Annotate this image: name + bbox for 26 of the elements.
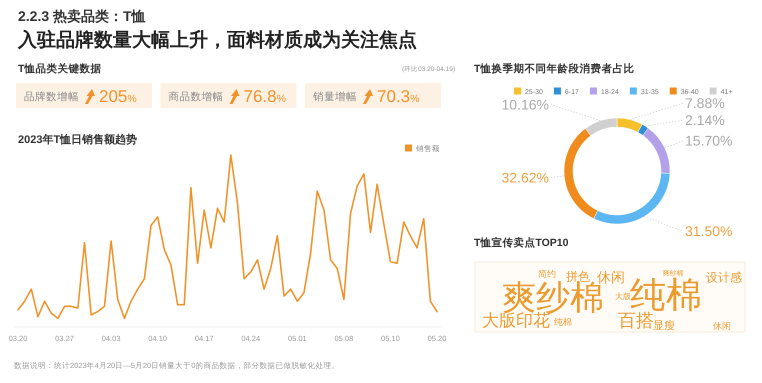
chart-title: T恤换季期不同年龄段消费者占比	[474, 62, 634, 75]
category-label: 商品数增幅	[168, 90, 224, 103]
category-label: 拼色	[566, 269, 590, 284]
data-label: 10.16%	[502, 96, 549, 113]
category-label: 销量增幅	[312, 91, 357, 103]
category-label: 百搭	[618, 310, 654, 330]
text: 70.3%	[377, 87, 420, 106]
text: 2.2.3 热卖品类：T恤	[18, 8, 146, 24]
category-label: 设计感	[706, 270, 742, 284]
category-label: 大版	[615, 292, 631, 301]
category-label: 显瘦	[653, 318, 675, 332]
data-label: 2.14%	[685, 112, 725, 128]
text: 入驻品牌数量大幅上升，面料材质成为关注焦点	[17, 29, 417, 51]
data-label: 32.62%	[502, 169, 549, 186]
text: T恤宣传卖点TOP10	[474, 236, 569, 249]
category-label: 休闲	[713, 321, 731, 332]
chart-title: 2023年T恤日销售额趋势	[18, 133, 138, 146]
text: 205%	[99, 87, 137, 106]
category-label: 纯棉	[554, 317, 572, 328]
category-label: 简约	[538, 269, 556, 280]
data-label: 31.50%	[685, 223, 732, 240]
data-label: 7.88%	[685, 95, 725, 112]
text: 76.8%	[244, 87, 286, 106]
text: T恤品类关键数据	[18, 62, 102, 75]
data-label: 15.70%	[685, 132, 732, 149]
category-label: 品牌数增幅	[24, 91, 79, 103]
